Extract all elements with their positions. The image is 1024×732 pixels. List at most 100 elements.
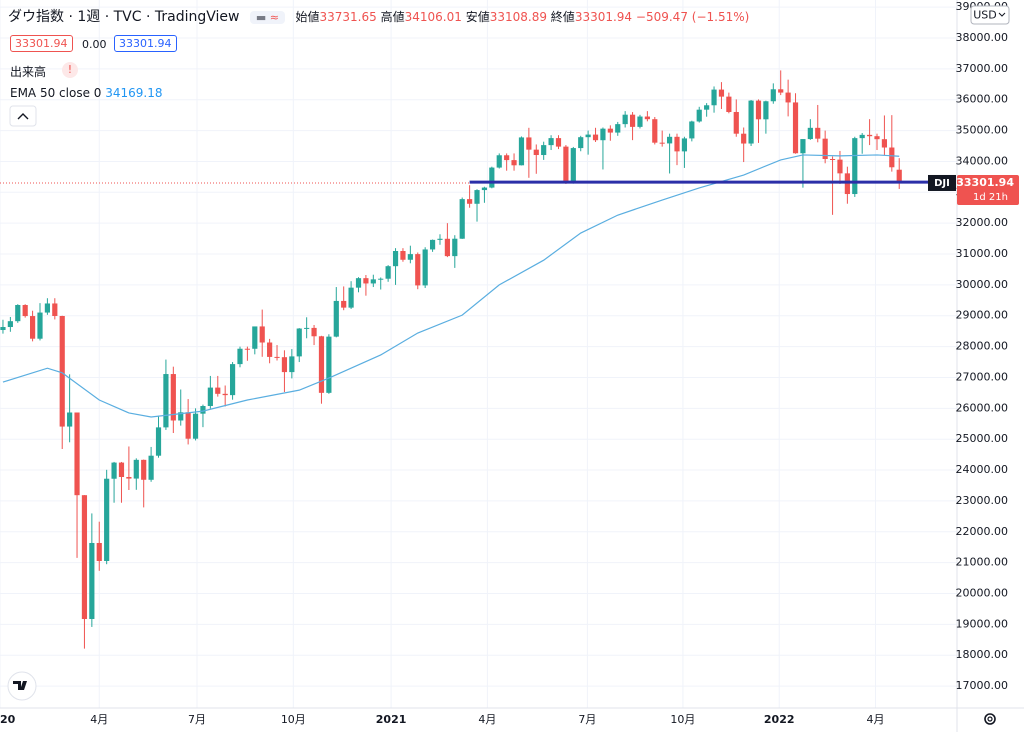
ema-legend: EMA 50 close 0 34169.18 [10, 86, 163, 100]
candle-body [844, 173, 850, 195]
y-tick-label: 38000.00 [956, 31, 1009, 44]
candle-body [689, 121, 695, 139]
symbol-title: ダウ指数 · 1週 · TVC · TradingView [8, 9, 240, 25]
candle-body [837, 159, 843, 174]
candle-body [422, 249, 428, 286]
y-tick-label: 30000.00 [956, 278, 1009, 291]
candle-body [437, 238, 443, 240]
y-tick-label: 22000.00 [956, 525, 1009, 538]
candle-body [674, 136, 680, 152]
buy-price[interactable]: 33301.94 [114, 35, 177, 52]
x-tick-label: 4月 [90, 713, 108, 726]
candle-body [867, 134, 873, 137]
candle-body [681, 138, 688, 152]
change-pct: (−1.51%) [691, 10, 750, 24]
ema-line [2, 154, 900, 418]
high-label: 高値 [380, 10, 405, 24]
warning-icon[interactable]: ! [62, 62, 78, 78]
candle-body [178, 412, 184, 421]
indicator-pill[interactable]: ▬ ≈ [249, 11, 286, 24]
candle-body [385, 266, 391, 279]
candle-body [489, 167, 495, 188]
header: ダウ指数 · 1週 · TVC · TradingView ▬ ≈ 始値3373… [8, 6, 749, 26]
candle-body [822, 138, 828, 159]
candle-body [67, 412, 73, 427]
candle-body [118, 462, 125, 477]
candle-body [222, 393, 228, 396]
candles [0, 70, 957, 649]
candle-body [326, 336, 332, 393]
candle-body [585, 134, 591, 138]
candle-body [267, 342, 273, 357]
candle-body [763, 101, 769, 120]
y-tick-label: 24000.00 [956, 463, 1009, 476]
candle-body [770, 89, 776, 102]
candle-body [467, 199, 473, 204]
candle-body [533, 149, 539, 156]
candle-body [800, 139, 806, 154]
candle-body [133, 459, 139, 479]
candle-body [311, 327, 317, 337]
candle-body [541, 145, 547, 156]
y-tick-label: 21000.00 [956, 556, 1009, 569]
candle-body [392, 250, 399, 267]
candle-body [592, 134, 599, 141]
candle-body [318, 336, 325, 393]
volume-label: 出来高 [10, 65, 47, 79]
x-tick-label: 4月 [478, 713, 496, 726]
spread: 0.00 [82, 38, 107, 51]
candle-body [378, 278, 384, 280]
candle-body [815, 127, 821, 139]
candle-body [622, 114, 628, 125]
y-tick-label: 36000.00 [956, 93, 1009, 106]
candle-body [896, 169, 902, 183]
candle-body [29, 316, 36, 339]
candle-body [155, 427, 162, 456]
candle-body [807, 127, 813, 140]
y-tick-label: 31000.00 [956, 247, 1009, 260]
sell-price[interactable]: 33301.94 [10, 35, 73, 52]
currency-button[interactable]: USD [970, 5, 1010, 25]
candle-body [96, 542, 102, 562]
candle-body [296, 328, 302, 357]
candle-body [200, 406, 206, 414]
candle-body [341, 300, 347, 308]
change: −509.47 [635, 10, 688, 24]
y-tick-label: 32000.00 [956, 216, 1009, 229]
candle-body [829, 158, 836, 160]
candle-body [859, 134, 865, 139]
candle-body [400, 250, 406, 260]
settings-gear[interactable] [984, 713, 996, 725]
candle-body [333, 300, 339, 337]
candle-body [570, 148, 576, 184]
candle-body [229, 364, 236, 396]
y-tick-label: 20000.00 [956, 587, 1009, 600]
symbol-tag-bg [928, 174, 956, 191]
candle-body [629, 114, 636, 127]
y-tick-label: 34000.00 [956, 154, 1009, 167]
candle-body [444, 238, 450, 257]
candle-body [22, 305, 28, 317]
candle-body [659, 142, 665, 144]
y-tick-label: 25000.00 [956, 432, 1009, 445]
candle-body [185, 412, 191, 439]
collapse-button[interactable] [9, 105, 37, 127]
ema-label: EMA 50 close 0 [10, 86, 102, 100]
candle-body [733, 111, 739, 134]
candle-body [15, 305, 21, 322]
x-tick-label: 10月 [670, 713, 695, 726]
candle-body [785, 92, 791, 103]
candle-body [148, 455, 154, 480]
close-value: 33301.94 [574, 10, 633, 24]
tv-logo[interactable] [7, 671, 37, 701]
candle-body [252, 326, 258, 349]
price-tag: 33301.94 [956, 176, 1014, 189]
candle-body [215, 387, 221, 394]
grid [0, 0, 957, 708]
open-value: 33731.65 [319, 10, 377, 24]
candle-body [889, 147, 895, 168]
